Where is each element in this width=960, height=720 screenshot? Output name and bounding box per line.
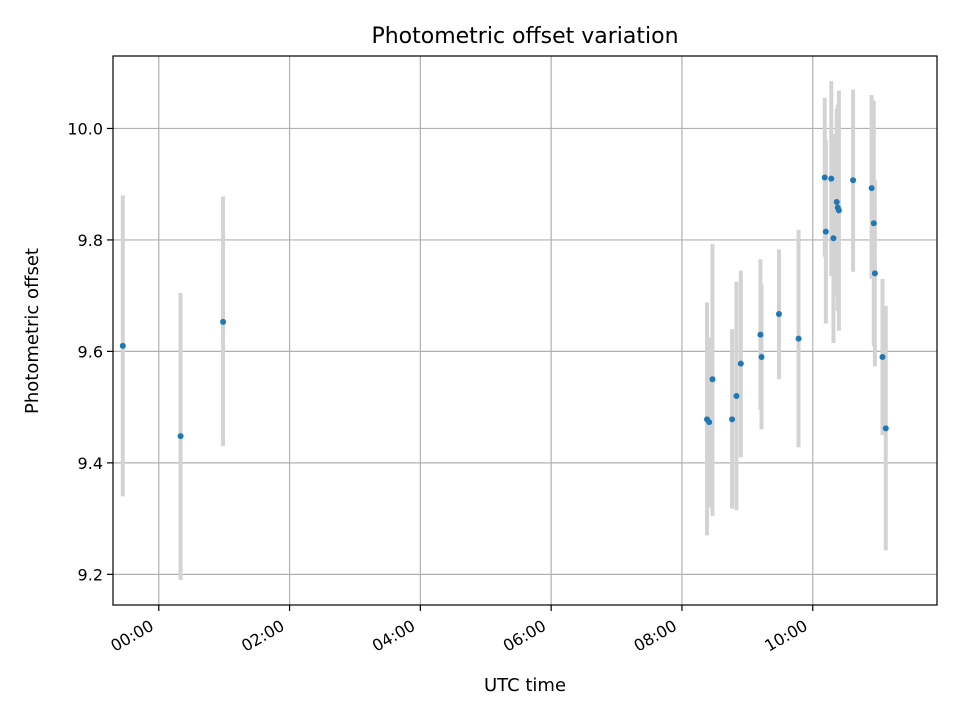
chart-title: Photometric offset variation — [371, 24, 678, 49]
data-point — [177, 433, 184, 440]
y-tick-label: 9.2 — [78, 565, 103, 584]
plot-frame — [112, 55, 938, 606]
data-point — [828, 175, 835, 182]
data-point — [729, 416, 736, 423]
data-point — [220, 318, 227, 325]
point-layer — [119, 174, 889, 440]
data-point — [870, 220, 877, 227]
data-point — [822, 228, 829, 235]
data-point — [795, 335, 802, 342]
data-point — [119, 342, 126, 349]
data-point — [821, 174, 828, 181]
y-tick-label: 10.0 — [67, 119, 103, 138]
x-axis-label: UTC time — [484, 675, 566, 696]
data-point — [871, 270, 878, 277]
data-point — [850, 177, 857, 184]
y-tick-label: 9.8 — [78, 231, 103, 250]
data-point — [833, 199, 840, 206]
y-tick-label: 9.6 — [78, 342, 103, 361]
y-tick-label: 9.4 — [78, 454, 103, 473]
data-point — [706, 419, 713, 426]
data-point — [737, 360, 744, 367]
data-point — [757, 331, 764, 338]
data-point — [868, 185, 875, 192]
data-point — [758, 353, 765, 360]
data-point — [709, 376, 716, 383]
data-point — [733, 392, 740, 399]
data-point — [879, 353, 886, 360]
data-point — [882, 425, 889, 432]
data-point — [835, 207, 842, 214]
data-point — [775, 311, 782, 318]
data-point — [830, 235, 837, 242]
y-axis-label: Photometric offset — [22, 248, 43, 414]
